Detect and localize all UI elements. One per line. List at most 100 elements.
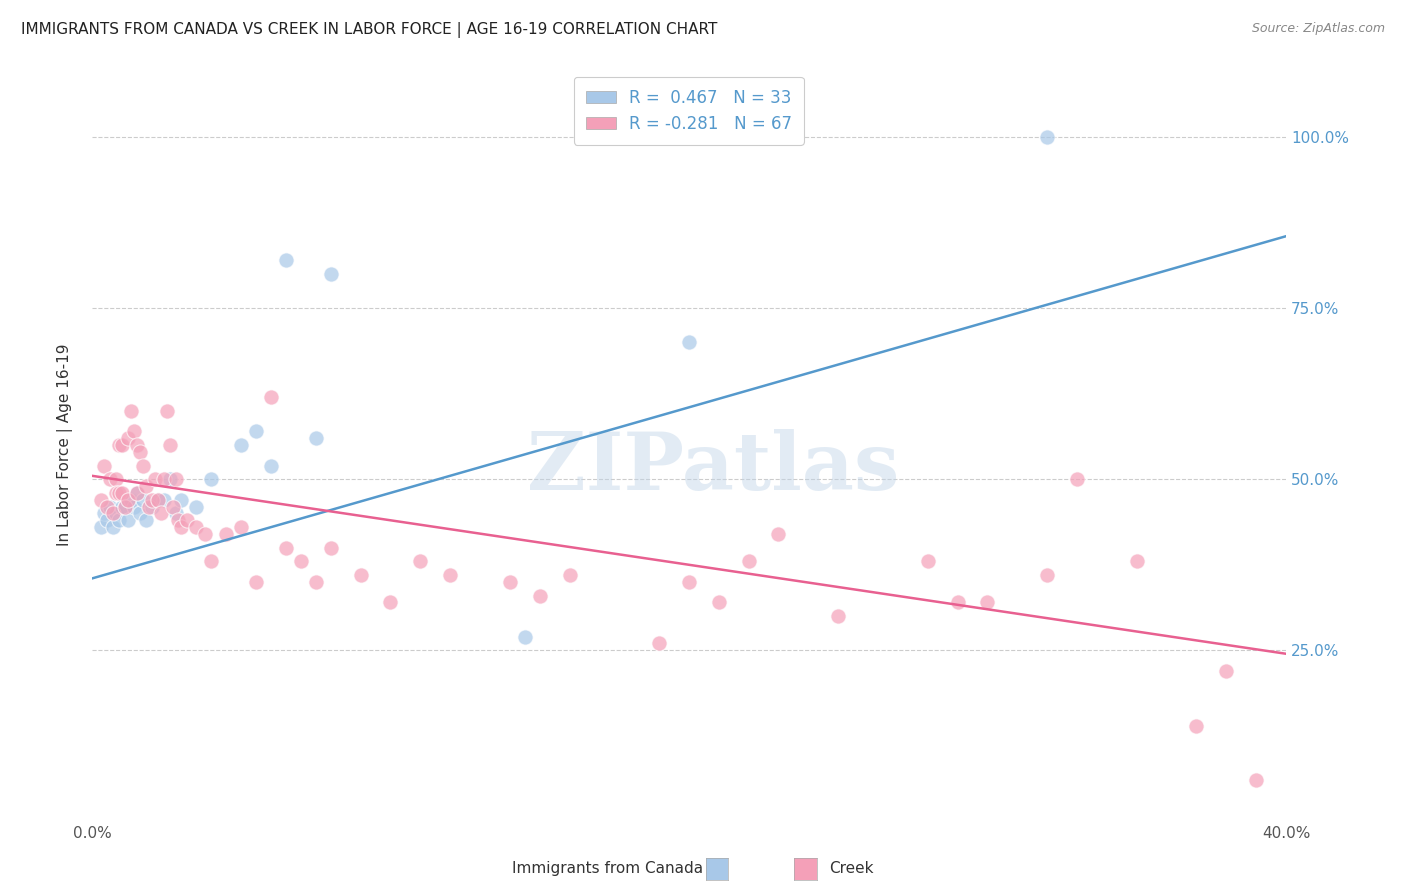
Point bbox=[1036, 568, 1059, 582]
Point bbox=[135, 513, 157, 527]
Point bbox=[131, 492, 153, 507]
Point bbox=[101, 507, 124, 521]
Point bbox=[114, 500, 136, 514]
Point bbox=[128, 445, 150, 459]
Point bbox=[707, 595, 730, 609]
Point bbox=[678, 335, 700, 350]
Point bbox=[1125, 554, 1147, 568]
Point bbox=[111, 438, 134, 452]
Point bbox=[768, 527, 790, 541]
Point bbox=[558, 568, 581, 582]
Point bbox=[131, 458, 153, 473]
Point bbox=[101, 520, 124, 534]
Point bbox=[98, 472, 121, 486]
Point bbox=[128, 507, 150, 521]
Text: Immigrants from Canada: Immigrants from Canada bbox=[512, 861, 703, 876]
Text: Creek: Creek bbox=[830, 861, 875, 876]
Point bbox=[120, 492, 142, 507]
Point bbox=[946, 595, 969, 609]
Point bbox=[186, 520, 208, 534]
Point bbox=[90, 492, 112, 507]
Point bbox=[135, 479, 157, 493]
Point bbox=[380, 595, 402, 609]
Point bbox=[167, 513, 190, 527]
Point bbox=[93, 458, 115, 473]
Point bbox=[152, 472, 174, 486]
Point bbox=[186, 500, 208, 514]
Point bbox=[117, 431, 139, 445]
Point bbox=[143, 472, 166, 486]
Point bbox=[111, 500, 134, 514]
Point bbox=[827, 609, 849, 624]
Point bbox=[290, 554, 312, 568]
Point bbox=[231, 438, 253, 452]
Point bbox=[165, 472, 187, 486]
Point bbox=[141, 492, 163, 507]
Point bbox=[125, 438, 148, 452]
Point bbox=[120, 403, 142, 417]
Point bbox=[125, 486, 148, 500]
Point bbox=[104, 486, 127, 500]
Point bbox=[231, 520, 253, 534]
Point bbox=[1215, 664, 1237, 678]
Point bbox=[439, 568, 461, 582]
Point bbox=[162, 500, 184, 514]
Point bbox=[305, 431, 328, 445]
Point bbox=[117, 513, 139, 527]
Point bbox=[146, 492, 169, 507]
Point bbox=[319, 267, 342, 281]
Point bbox=[305, 574, 328, 589]
Point bbox=[107, 486, 129, 500]
Point bbox=[260, 390, 283, 404]
Point bbox=[111, 486, 134, 500]
Point bbox=[737, 554, 759, 568]
Point bbox=[114, 500, 136, 514]
Point bbox=[1036, 130, 1059, 145]
Point bbox=[170, 492, 193, 507]
Point bbox=[176, 513, 198, 527]
Point bbox=[138, 500, 160, 514]
Point bbox=[122, 500, 145, 514]
Legend: R =  0.467   N = 33, R = -0.281   N = 67: R = 0.467 N = 33, R = -0.281 N = 67 bbox=[574, 77, 804, 145]
Y-axis label: In Labor Force | Age 16-19: In Labor Force | Age 16-19 bbox=[58, 343, 73, 546]
Point bbox=[141, 500, 163, 514]
Point bbox=[146, 492, 169, 507]
Point bbox=[200, 472, 222, 486]
Point bbox=[349, 568, 371, 582]
Point bbox=[976, 595, 998, 609]
Point bbox=[149, 507, 172, 521]
Point bbox=[260, 458, 283, 473]
Point bbox=[159, 438, 181, 452]
Point bbox=[274, 541, 297, 555]
Point bbox=[152, 492, 174, 507]
Point bbox=[678, 574, 700, 589]
Point bbox=[529, 589, 551, 603]
Point bbox=[96, 513, 118, 527]
Point bbox=[917, 554, 939, 568]
Point bbox=[200, 554, 222, 568]
Point bbox=[274, 253, 297, 268]
Point bbox=[104, 507, 127, 521]
Point bbox=[122, 425, 145, 439]
Point bbox=[1066, 472, 1088, 486]
Point bbox=[245, 574, 267, 589]
Text: Source: ZipAtlas.com: Source: ZipAtlas.com bbox=[1251, 22, 1385, 36]
Point bbox=[93, 507, 115, 521]
Point bbox=[159, 472, 181, 486]
Point bbox=[499, 574, 522, 589]
Text: ZIPatlas: ZIPatlas bbox=[527, 428, 898, 507]
Point bbox=[1185, 718, 1208, 732]
Point bbox=[1244, 773, 1267, 788]
Point bbox=[155, 403, 177, 417]
Point bbox=[96, 500, 118, 514]
Point bbox=[409, 554, 432, 568]
Point bbox=[98, 500, 121, 514]
Point bbox=[319, 541, 342, 555]
Point bbox=[90, 520, 112, 534]
Point bbox=[245, 425, 267, 439]
Point bbox=[648, 636, 671, 650]
Text: IMMIGRANTS FROM CANADA VS CREEK IN LABOR FORCE | AGE 16-19 CORRELATION CHART: IMMIGRANTS FROM CANADA VS CREEK IN LABOR… bbox=[21, 22, 717, 38]
Point bbox=[107, 438, 129, 452]
Point bbox=[125, 486, 148, 500]
Point bbox=[104, 472, 127, 486]
